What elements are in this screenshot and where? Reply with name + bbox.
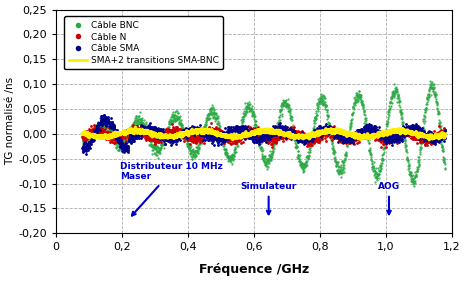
Y-axis label: TG normalisé /ns: TG normalisé /ns <box>6 77 15 166</box>
Text: AOG: AOG <box>378 182 400 214</box>
Legend: Câble BNC, Câble N, Câble SMA, SMA+2 transitions SMA-BNC: Câble BNC, Câble N, Câble SMA, SMA+2 tra… <box>64 16 223 69</box>
X-axis label: Fréquence /GHz: Fréquence /GHz <box>199 263 309 276</box>
Text: Distributeur 10 MHz
Maser: Distributeur 10 MHz Maser <box>120 162 223 215</box>
Text: Simulateur: Simulateur <box>240 182 297 214</box>
